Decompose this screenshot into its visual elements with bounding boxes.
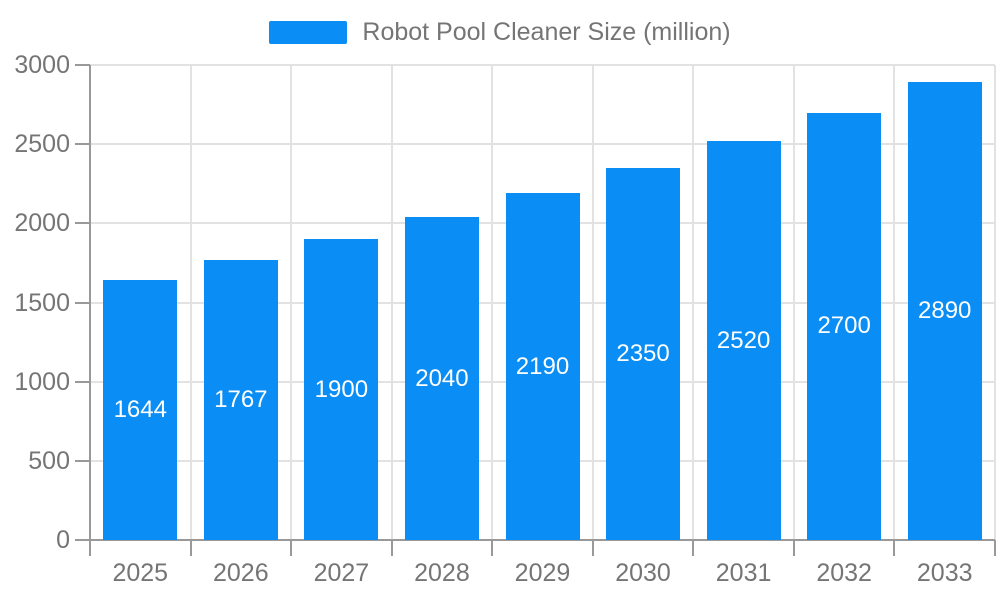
- y-axis-label: 2000: [14, 209, 70, 238]
- x-axis-tick: [591, 540, 594, 556]
- x-axis-tick: [189, 540, 192, 556]
- bar-2031[interactable]: [706, 141, 781, 540]
- gridline-vertical: [994, 65, 996, 540]
- bar-2032[interactable]: [807, 112, 882, 540]
- gridline-vertical: [491, 65, 494, 540]
- x-axis-label: 2027: [313, 559, 370, 587]
- gridline-horizontal: [90, 143, 995, 146]
- bar-value-label: 2190: [515, 352, 570, 380]
- x-axis-label: 2025: [112, 559, 169, 587]
- y-axis-tick: [75, 380, 90, 383]
- x-axis-label: 2032: [816, 559, 872, 587]
- bar-value-label: 1900: [314, 375, 369, 403]
- y-axis-line: [89, 65, 91, 556]
- y-axis-label: 3000: [14, 51, 70, 79]
- y-axis-label: 1500: [14, 288, 70, 317]
- x-axis-label: 2030: [615, 559, 671, 587]
- x-axis-label: 2033: [916, 559, 973, 587]
- gridline-vertical: [792, 65, 795, 540]
- x-axis-tick: [692, 540, 695, 556]
- bar-value-label: 2350: [616, 339, 670, 367]
- gridline-vertical: [189, 65, 192, 540]
- bar-2030[interactable]: [606, 167, 681, 540]
- y-axis-label: 0: [56, 526, 70, 554]
- x-axis-tick: [491, 540, 494, 556]
- gridline-vertical: [893, 65, 896, 540]
- bar-value-label: 2040: [415, 364, 469, 392]
- bar-value-label: 2520: [716, 326, 771, 354]
- x-axis-label: 2026: [213, 559, 269, 587]
- y-axis-tick: [75, 64, 90, 66]
- bar-value-label: 1767: [214, 386, 268, 414]
- gridline-horizontal: [90, 64, 995, 66]
- y-axis-tick: [75, 222, 90, 225]
- legend-item[interactable]: Robot Pool Cleaner Size (million): [0, 20, 1000, 45]
- gridline-vertical: [290, 65, 293, 540]
- bar-2026[interactable]: [203, 260, 278, 540]
- bar-2029[interactable]: [505, 193, 580, 540]
- x-axis-tick: [792, 540, 795, 556]
- bar-2027[interactable]: [304, 239, 379, 540]
- x-axis-label: 2031: [715, 559, 772, 587]
- bar-value-label: 2700: [817, 312, 871, 340]
- y-axis-label: 500: [28, 446, 70, 475]
- legend-label: Robot Pool Cleaner Size (million): [362, 18, 731, 46]
- bar-2028[interactable]: [404, 217, 479, 540]
- x-axis-line: [75, 539, 995, 541]
- x-axis-tick: [390, 540, 393, 556]
- x-axis-tick: [290, 540, 293, 556]
- x-axis-label: 2029: [514, 559, 571, 587]
- gridline-vertical: [692, 65, 695, 540]
- gridline-vertical: [390, 65, 393, 540]
- x-axis-label: 2028: [414, 559, 470, 587]
- x-axis-tick: [994, 540, 996, 556]
- bar-2025[interactable]: [103, 279, 178, 540]
- y-axis-label: 2500: [14, 130, 70, 159]
- bar-value-label: 2890: [918, 297, 972, 325]
- bar-2033[interactable]: [907, 82, 982, 540]
- bar-value-label: 1644: [113, 395, 167, 423]
- x-axis-tick: [893, 540, 896, 556]
- y-axis-tick: [75, 143, 90, 146]
- y-axis-label: 1000: [14, 367, 70, 396]
- y-axis-tick: [75, 301, 90, 304]
- y-axis-tick: [75, 459, 90, 462]
- gridline-vertical: [591, 65, 594, 540]
- legend-swatch-icon: [269, 21, 348, 44]
